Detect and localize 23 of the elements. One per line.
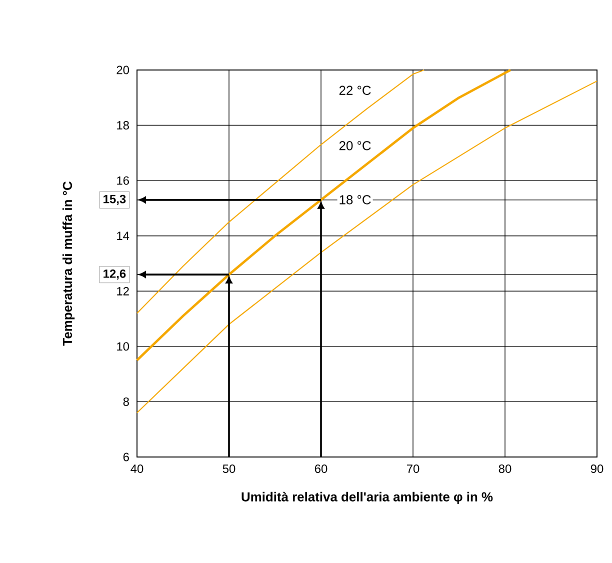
y-tick-label: 18 [117, 121, 129, 130]
y-tick-label: 6 [123, 452, 129, 462]
y-tick-label: 12,6 [104, 269, 126, 280]
x-tick-label: 50 [222, 464, 236, 473]
y-tick-label: 8 [123, 397, 129, 406]
x-tick-label: 60 [314, 464, 328, 473]
series-label: 20 °C [339, 141, 371, 150]
y-tick-label: 12 [117, 286, 129, 296]
y-axis-title: Temperatura di muffa in °C [62, 182, 75, 346]
line-series [136, 80, 598, 414]
x-tick-label: 80 [498, 464, 512, 473]
x-axis-title: Umidità relativa dell'aria ambiente φ in % [242, 492, 493, 504]
y-tick-label: 15,3 [104, 194, 126, 206]
x-tick-label: 90 [590, 464, 604, 473]
series-label: 18 °C [340, 195, 371, 204]
x-tick-label: 40 [130, 464, 144, 473]
y-tick-label: 10 [117, 342, 130, 351]
x-tick-label: 70 [406, 464, 420, 473]
series-label: 22 °C [339, 86, 371, 95]
line-series [136, 69, 425, 314]
y-tick-label: 20 [116, 66, 130, 74]
y-tick-label: 16 [117, 176, 129, 185]
y-tick-label: 14 [117, 232, 130, 240]
